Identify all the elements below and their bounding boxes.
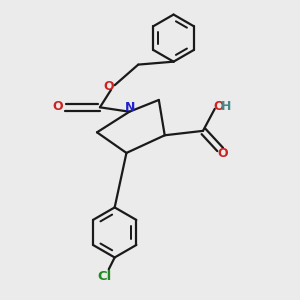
Text: O: O: [53, 100, 63, 113]
Text: Cl: Cl: [97, 270, 112, 283]
Text: O: O: [103, 80, 114, 93]
Text: O: O: [213, 100, 224, 113]
Text: N: N: [124, 101, 135, 114]
Text: H: H: [221, 100, 232, 113]
Text: O: O: [218, 147, 228, 160]
